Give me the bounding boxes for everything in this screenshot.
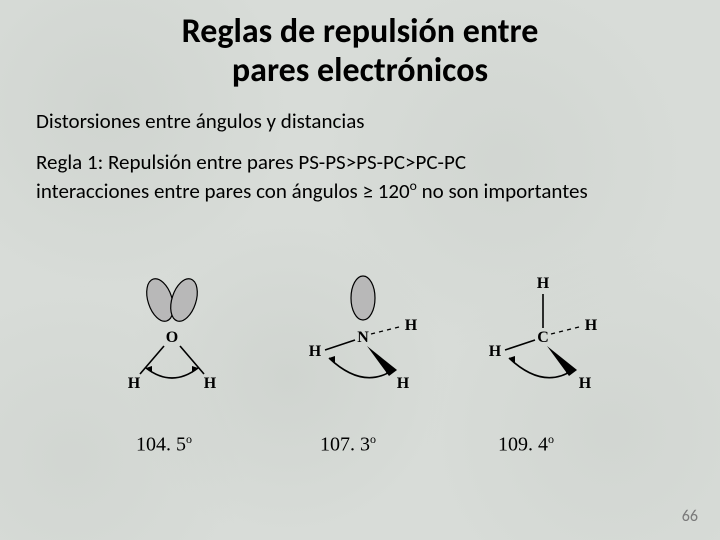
- svg-text:H: H: [489, 343, 502, 360]
- molecule-diagrams: O H H N H H H: [0, 270, 720, 470]
- svg-text:H: H: [405, 317, 418, 334]
- svg-text:H: H: [397, 375, 410, 392]
- page-number: 66: [682, 507, 698, 526]
- methane-angle-value: 109. 4: [498, 434, 548, 456]
- svg-text:C: C: [537, 329, 549, 346]
- svg-text:H: H: [585, 317, 598, 334]
- methane-angle-label: 109. 4o: [498, 432, 554, 457]
- water-structure: O H H: [100, 270, 250, 420]
- rule1-line2-a: interacciones entre pares con ángulos: [36, 178, 363, 204]
- rule-1: Regla 1: Repulsión entre pares PS-PS>PS-…: [0, 134, 720, 205]
- svg-text:H: H: [204, 375, 217, 392]
- title-line-2: pares electrónicos: [232, 50, 488, 91]
- rule1-line2-b: no son importantes: [417, 178, 588, 204]
- rule1-prefix: Regla 1: Repulsión entre pares: [36, 149, 298, 175]
- degree-sup: o: [410, 177, 417, 194]
- ammonia-angle-value: 107. 3: [320, 434, 370, 456]
- svg-text:O: O: [166, 329, 178, 346]
- svg-text:H: H: [579, 375, 592, 392]
- water-angle-value: 104. 5: [136, 434, 186, 456]
- svg-text:H: H: [309, 343, 322, 360]
- page-title: Reglas de repulsión entre pares electrón…: [0, 0, 720, 90]
- svg-text:H: H: [537, 275, 550, 292]
- svg-text:H: H: [128, 375, 141, 392]
- ammonia-angle-sup: o: [370, 432, 376, 446]
- geq-symbol: ≥: [363, 178, 373, 204]
- methane-structure: C H H H H: [465, 264, 625, 424]
- rule1-order: PS-PS>PS-PC>PC-PC: [298, 149, 466, 175]
- subtitle: Distorsiones entre ángulos y distancias: [0, 90, 720, 134]
- ammonia-structure: N H H H: [285, 270, 445, 420]
- rule1-deg: 120: [373, 178, 410, 204]
- svg-text:N: N: [357, 329, 369, 346]
- water-angle-sup: o: [186, 432, 192, 446]
- water-angle-label: 104. 5o: [136, 432, 192, 457]
- ammonia-angle-label: 107. 3o: [320, 432, 376, 457]
- methane-angle-sup: o: [548, 432, 554, 446]
- title-line-1: Reglas de repulsión entre: [182, 11, 539, 52]
